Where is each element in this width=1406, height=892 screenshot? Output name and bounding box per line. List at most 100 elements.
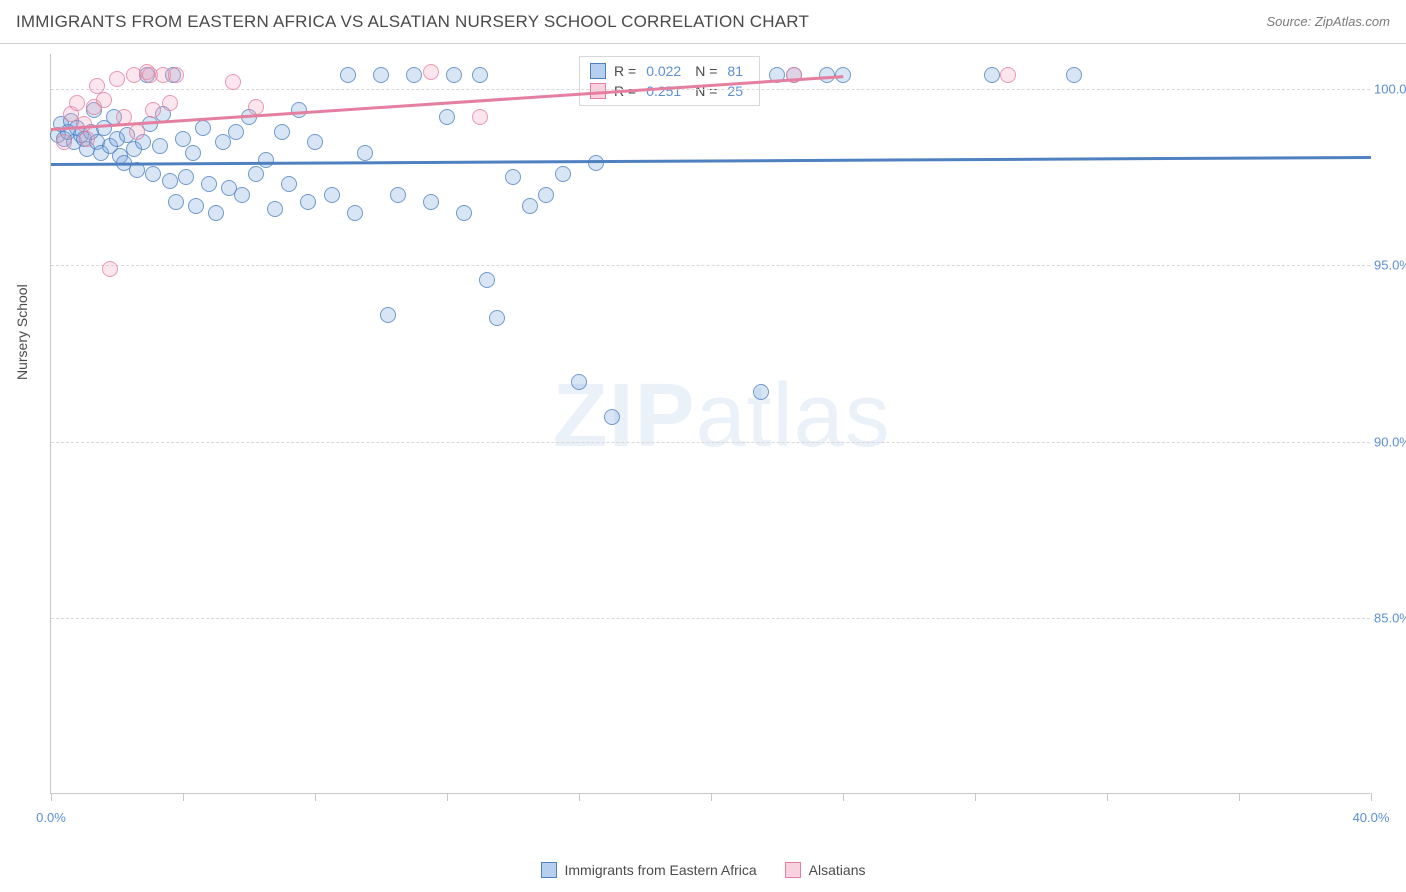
legend-item: Immigrants from Eastern Africa — [541, 862, 757, 878]
data-point — [188, 198, 204, 214]
bottom-legend: Immigrants from Eastern Africa Alsatians — [0, 862, 1406, 878]
data-point — [258, 152, 274, 168]
data-point — [1000, 67, 1016, 83]
data-point — [347, 205, 363, 221]
data-point — [152, 138, 168, 154]
data-point — [215, 134, 231, 150]
x-tick — [711, 793, 712, 801]
data-point — [208, 205, 224, 221]
data-point — [390, 187, 406, 203]
data-point — [472, 109, 488, 125]
y-tick-label: 85.0% — [1374, 610, 1406, 625]
x-tick-label: 40.0% — [1353, 810, 1390, 825]
data-point — [162, 173, 178, 189]
data-point — [56, 134, 72, 150]
data-point — [248, 99, 264, 115]
legend-label: Immigrants from Eastern Africa — [565, 862, 757, 878]
data-point — [984, 67, 1000, 83]
watermark-light: atlas — [696, 366, 891, 466]
data-point — [1066, 67, 1082, 83]
data-point — [109, 71, 125, 87]
data-point — [373, 67, 389, 83]
legend-swatch — [785, 862, 801, 878]
data-point — [340, 67, 356, 83]
data-point — [96, 92, 112, 108]
x-tick — [975, 793, 976, 801]
data-point — [324, 187, 340, 203]
data-point — [162, 95, 178, 111]
data-point — [274, 124, 290, 140]
data-point — [456, 205, 472, 221]
data-point — [281, 176, 297, 192]
data-point — [489, 310, 505, 326]
data-point — [604, 409, 620, 425]
y-axis-label: Nursery School — [14, 284, 30, 380]
data-point — [588, 155, 604, 171]
data-point — [234, 187, 250, 203]
data-point — [571, 374, 587, 390]
data-point — [195, 120, 211, 136]
data-point — [406, 67, 422, 83]
legend-item: Alsatians — [785, 862, 866, 878]
title-bar: IMMIGRANTS FROM EASTERN AFRICA VS ALSATI… — [0, 0, 1406, 44]
legend-swatch — [590, 63, 606, 79]
trend-line — [51, 156, 1371, 166]
stats-legend-box: R =0.022N =81R =0.251N =25 — [579, 56, 760, 106]
y-tick-label: 90.0% — [1374, 434, 1406, 449]
data-point — [168, 194, 184, 210]
data-point — [380, 307, 396, 323]
data-point — [479, 272, 495, 288]
data-point — [145, 102, 161, 118]
stats-r-value: 0.022 — [646, 63, 681, 79]
x-tick-label: 0.0% — [36, 810, 66, 825]
data-point — [145, 166, 161, 182]
data-point — [307, 134, 323, 150]
x-tick — [315, 793, 316, 801]
x-tick — [447, 793, 448, 801]
gridline-h — [51, 89, 1370, 90]
x-tick — [1371, 793, 1372, 801]
x-tick — [1107, 793, 1108, 801]
plot-area: ZIPatlas R =0.022N =81R =0.251N =25 85.0… — [50, 54, 1370, 794]
x-tick — [51, 793, 52, 801]
y-tick-label: 100.0% — [1374, 82, 1406, 97]
x-tick — [183, 793, 184, 801]
x-tick — [1239, 793, 1240, 801]
data-point — [753, 384, 769, 400]
stats-n-value: 81 — [727, 63, 743, 79]
data-point — [505, 169, 521, 185]
stats-r-label: R = — [614, 63, 636, 79]
y-tick-label: 95.0% — [1374, 258, 1406, 273]
data-point — [248, 166, 264, 182]
data-point — [225, 74, 241, 90]
data-point — [129, 124, 145, 140]
data-point — [201, 176, 217, 192]
data-point — [357, 145, 373, 161]
data-point — [522, 198, 538, 214]
data-point — [423, 194, 439, 210]
data-point — [69, 95, 85, 111]
gridline-h — [51, 442, 1370, 443]
source-prefix: Source: — [1266, 14, 1314, 29]
source-attribution: Source: ZipAtlas.com — [1266, 14, 1390, 29]
data-point — [185, 145, 201, 161]
data-point — [175, 131, 191, 147]
data-point — [446, 67, 462, 83]
source-name: ZipAtlas.com — [1315, 14, 1390, 29]
legend-swatch — [541, 862, 557, 878]
data-point — [267, 201, 283, 217]
data-point — [423, 64, 439, 80]
x-tick — [579, 793, 580, 801]
gridline-h — [51, 618, 1370, 619]
data-point — [472, 67, 488, 83]
stats-n-label: N = — [695, 63, 717, 79]
data-point — [538, 187, 554, 203]
gridline-h — [51, 265, 1370, 266]
data-point — [178, 169, 194, 185]
data-point — [300, 194, 316, 210]
stats-row: R = 0.022 N = 81 — [580, 61, 759, 81]
data-point — [168, 67, 184, 83]
stats-n-value: 25 — [727, 83, 743, 99]
data-point — [555, 166, 571, 182]
legend-label: Alsatians — [809, 862, 866, 878]
